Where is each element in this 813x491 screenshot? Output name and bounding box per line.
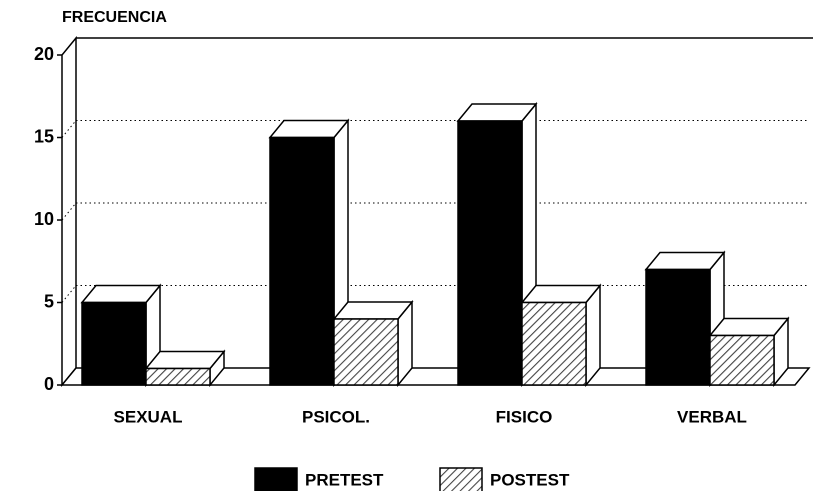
legend-label: PRETEST [305, 470, 384, 489]
y-tick-label: 0 [44, 374, 54, 394]
y-tick-label: 20 [34, 44, 54, 64]
legend-swatch [439, 467, 483, 491]
bar-top [332, 301, 414, 320]
bar-front [709, 334, 775, 386]
bar-front [457, 120, 523, 386]
grid-line-side [61, 120, 77, 138]
bar [332, 299, 414, 388]
bar-top [708, 317, 790, 337]
legend-label: POSTEST [490, 470, 570, 489]
bar [520, 283, 602, 388]
bar-front [145, 367, 211, 386]
bar-front [333, 318, 399, 386]
bar [708, 316, 790, 388]
bar-top [520, 284, 602, 304]
bar [456, 101, 538, 388]
bar [644, 250, 726, 388]
bar [144, 349, 226, 388]
x-tick-label: PSICOL. [302, 407, 370, 426]
bar-front [269, 136, 335, 386]
bar-top [268, 119, 350, 139]
bar-front [645, 268, 711, 386]
bar-front [521, 301, 587, 386]
bar-top [144, 350, 226, 370]
x-tick-label: FISICO [496, 407, 553, 426]
bar-top [456, 103, 538, 122]
bar-top [644, 251, 726, 271]
legend-swatch [254, 467, 298, 491]
x-tick-label: SEXUAL [114, 407, 183, 426]
bar-top [80, 284, 162, 304]
bar [80, 283, 162, 388]
y-axis-title: FRECUENCIA [62, 9, 167, 26]
grid-line-side [61, 202, 77, 221]
x-tick-label: VERBAL [677, 407, 747, 426]
y-tick-label: 10 [34, 209, 54, 229]
bar-front [81, 301, 147, 386]
y-tick-label: 5 [44, 291, 54, 311]
left-wall [61, 35, 77, 388]
y-tick-label: 15 [34, 126, 54, 146]
grid-line-side [61, 285, 77, 303]
